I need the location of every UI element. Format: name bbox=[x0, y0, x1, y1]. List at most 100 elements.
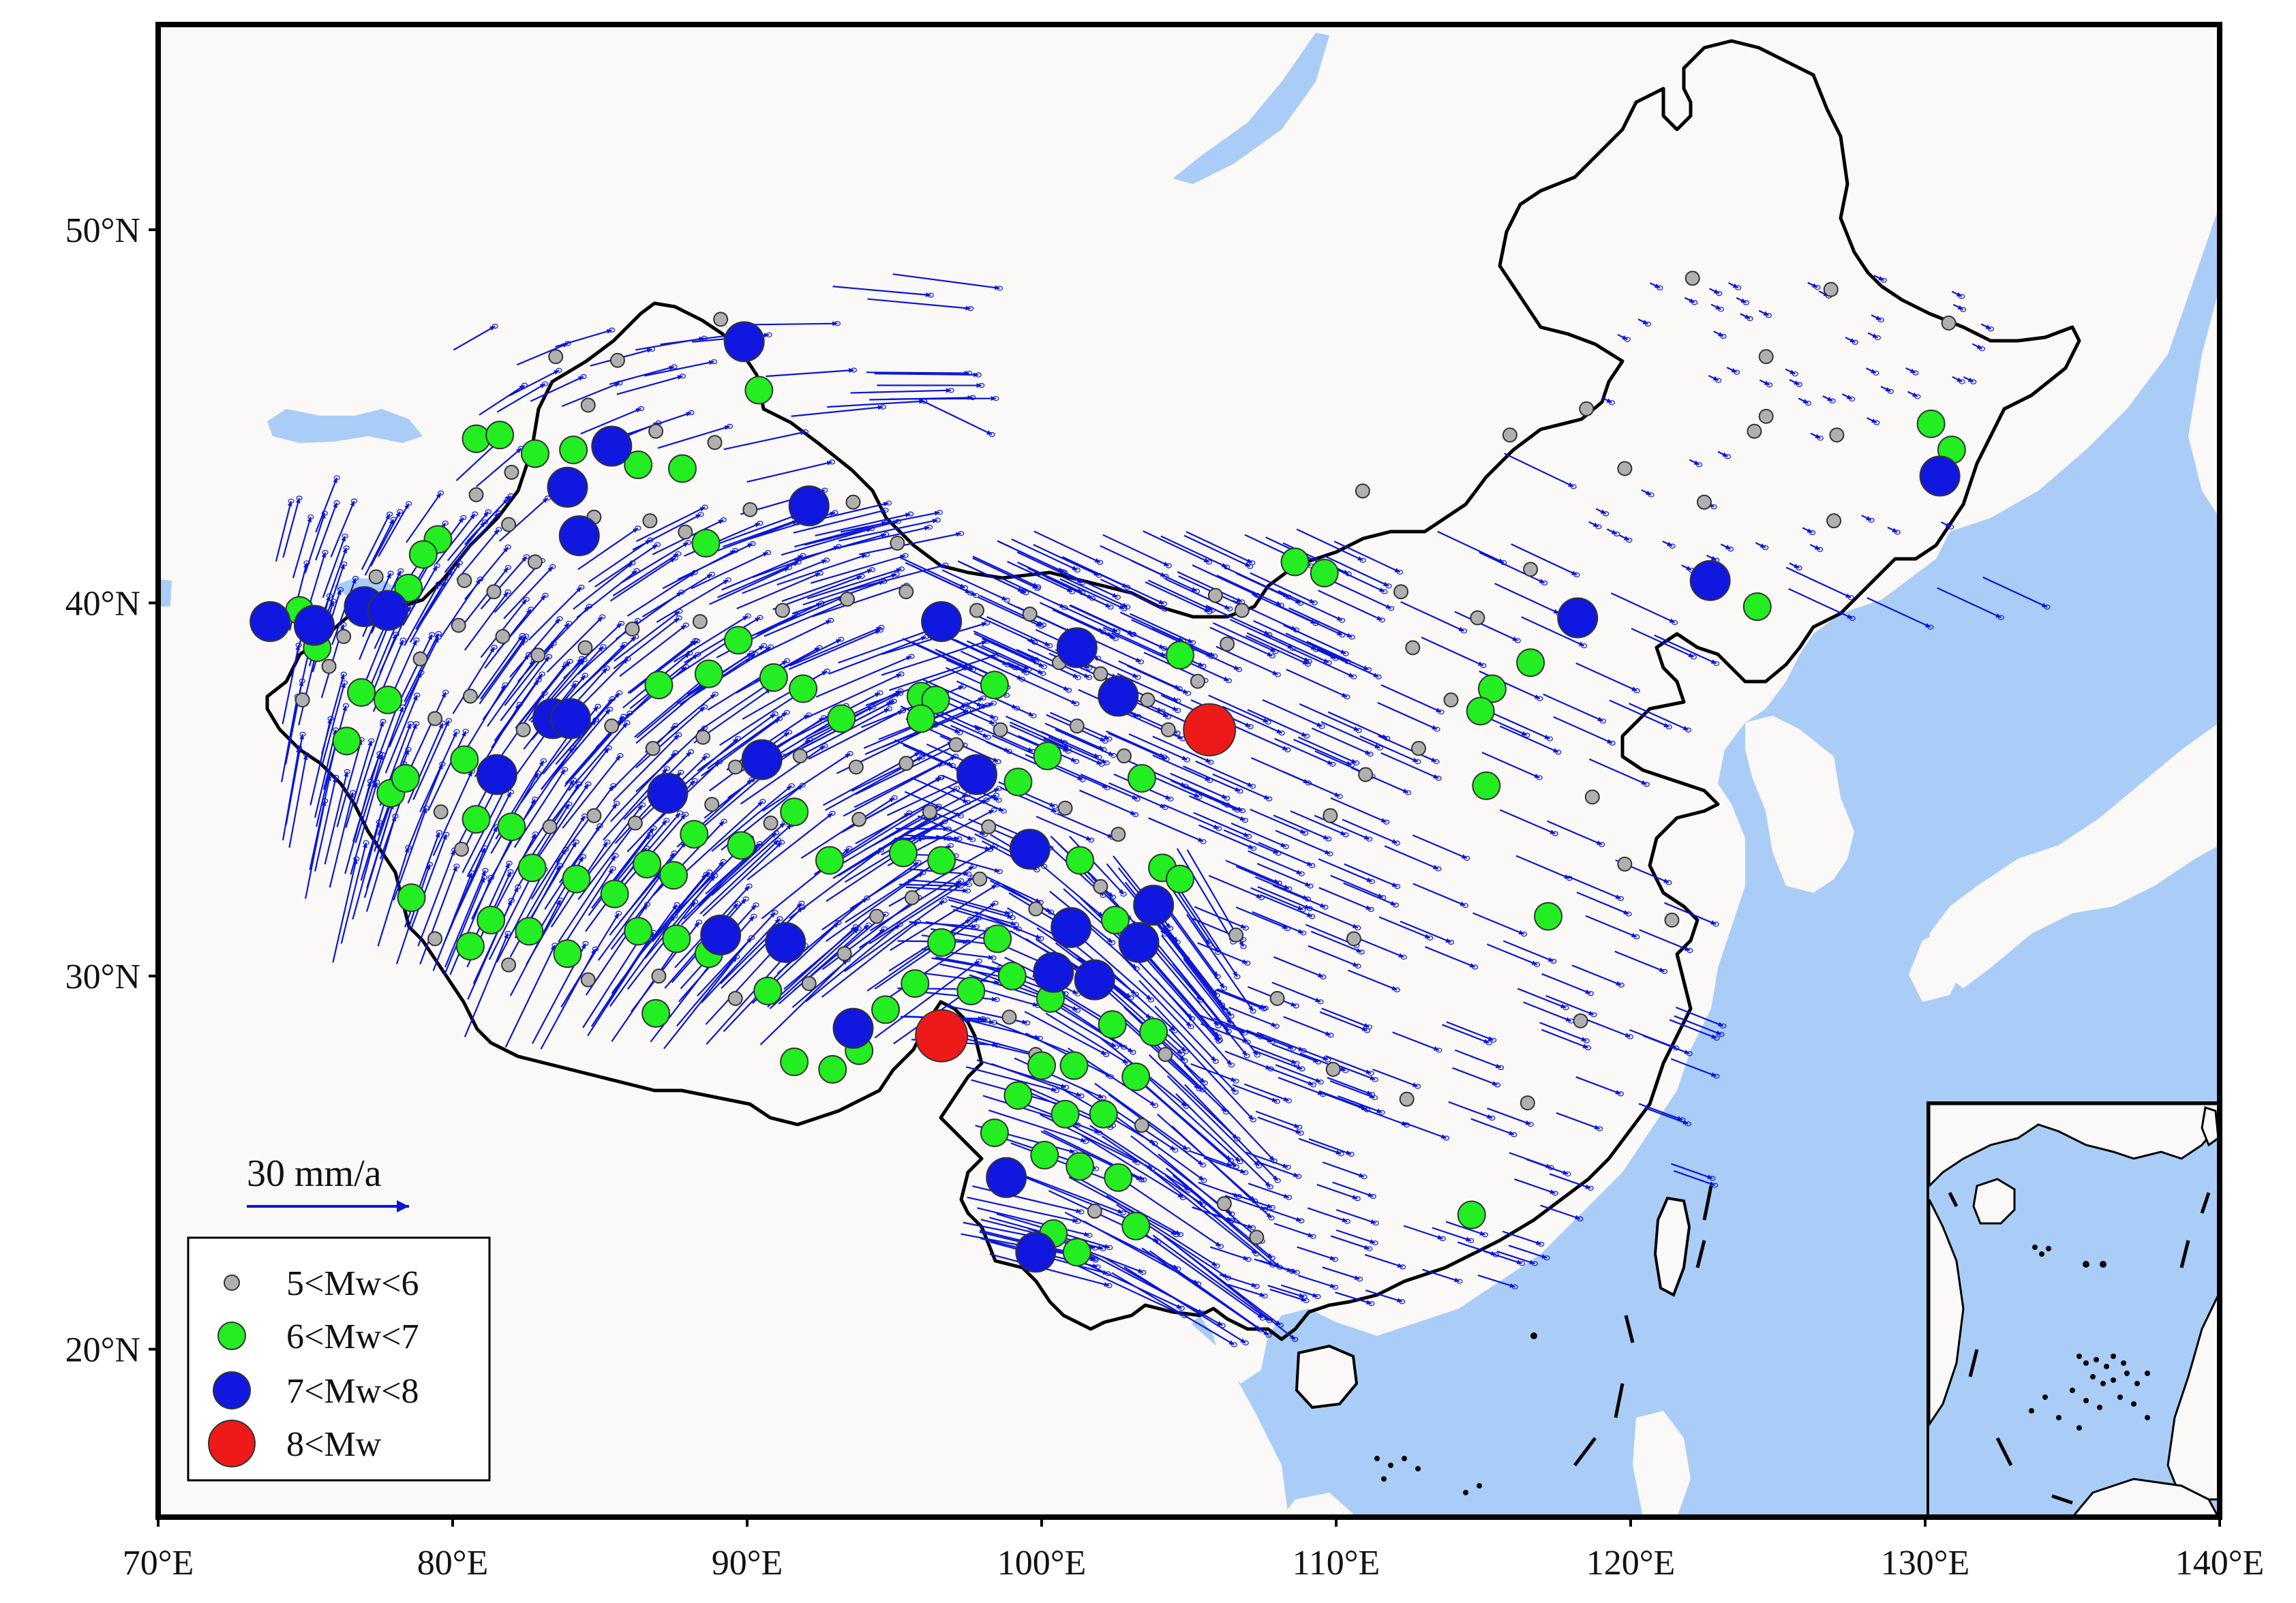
velocity-arrowhead bbox=[1581, 1037, 1587, 1041]
velocity-arrowhead bbox=[342, 547, 348, 553]
error-ellipse bbox=[964, 888, 971, 894]
velocity-arrowhead bbox=[1282, 746, 1288, 750]
velocity-vector bbox=[973, 724, 1033, 752]
velocity-arrowhead bbox=[744, 886, 750, 891]
velocity-arrowhead bbox=[918, 837, 924, 842]
error-ellipse bbox=[637, 406, 644, 412]
velocity-arrowhead bbox=[1317, 1090, 1323, 1095]
velocity-arrowhead bbox=[815, 602, 821, 608]
velocity-vector bbox=[509, 369, 560, 397]
velocity-vector bbox=[699, 839, 779, 915]
velocity-vector bbox=[1278, 1077, 1324, 1095]
velocity-arrowhead bbox=[404, 847, 410, 853]
x-tick-label: 120°E bbox=[1586, 1544, 1676, 1583]
velocity-arrowhead bbox=[1240, 923, 1246, 929]
velocity-arrowhead bbox=[481, 848, 485, 854]
error-ellipse bbox=[960, 684, 967, 689]
velocity-vector bbox=[635, 727, 706, 793]
error-ellipse bbox=[992, 716, 999, 721]
velocity-arrowhead bbox=[1348, 672, 1354, 677]
error-ellipse bbox=[1344, 1219, 1350, 1224]
error-ellipse bbox=[1679, 1117, 1686, 1123]
error-ellipse bbox=[1877, 317, 1884, 323]
velocity-vector bbox=[1293, 738, 1353, 766]
velocity-arrowhead bbox=[699, 707, 705, 712]
velocity-vector bbox=[1048, 606, 1113, 637]
error-ellipse bbox=[891, 795, 898, 801]
velocity-vector bbox=[1016, 561, 1083, 594]
velocity-vector bbox=[843, 762, 943, 817]
velocity-arrowhead bbox=[1248, 1114, 1254, 1120]
velocity-arrowhead bbox=[1547, 957, 1554, 962]
error-ellipse bbox=[663, 817, 670, 823]
velocity-arrowhead bbox=[981, 640, 987, 645]
velocity-arrowhead bbox=[404, 749, 410, 755]
velocity-arrowhead bbox=[967, 835, 973, 840]
velocity-vector bbox=[480, 555, 528, 610]
velocity-arrowhead bbox=[1631, 686, 1637, 691]
velocity-arrowhead bbox=[779, 823, 785, 828]
velocity-arrowhead bbox=[879, 928, 885, 934]
earthquake-marker-mw6-7 bbox=[780, 797, 809, 827]
earthquake-marker-mw6-7 bbox=[980, 1118, 1009, 1148]
velocity-arrowhead bbox=[825, 620, 831, 625]
earthquake-marker-mw6-7 bbox=[408, 540, 438, 569]
earthquake-marker-mw5-6 bbox=[1158, 1047, 1173, 1063]
error-ellipse bbox=[1298, 871, 1305, 876]
velocity-vector bbox=[1157, 943, 1230, 1032]
velocity-arrowhead bbox=[751, 904, 756, 911]
velocity-arrowhead bbox=[492, 826, 498, 832]
velocity-vector bbox=[821, 921, 919, 998]
error-ellipse bbox=[1435, 776, 1442, 781]
velocity-arrowhead bbox=[843, 848, 849, 854]
velocity-vector bbox=[1326, 577, 1392, 609]
velocity-arrowhead bbox=[1684, 946, 1690, 951]
velocity-arrowhead bbox=[494, 513, 500, 519]
velocity-vector bbox=[736, 572, 821, 610]
velocity-arrowhead bbox=[507, 900, 512, 906]
velocity-vector bbox=[1152, 735, 1211, 763]
earthquake-marker-mw5-6 bbox=[468, 487, 484, 502]
earthquake-marker-mw5-6 bbox=[836, 946, 852, 962]
velocity-arrowhead bbox=[1616, 981, 1622, 986]
velocity-arrowhead bbox=[1306, 861, 1312, 866]
velocity-vector bbox=[509, 618, 560, 678]
velocity-arrowhead bbox=[1072, 989, 1078, 994]
velocity-arrowhead bbox=[1290, 626, 1297, 630]
error-ellipse bbox=[1665, 724, 1672, 730]
velocity-vector bbox=[676, 937, 753, 1027]
velocity-vector bbox=[764, 598, 853, 637]
error-ellipse bbox=[1174, 698, 1181, 704]
velocity-arrowhead bbox=[1807, 528, 1813, 533]
error-ellipse bbox=[1200, 663, 1207, 669]
error-ellipse bbox=[1293, 627, 1299, 632]
earthquake-marker-mw5-6 bbox=[1685, 271, 1700, 286]
velocity-arrowhead bbox=[1029, 638, 1035, 643]
velocity-vector bbox=[722, 517, 805, 548]
error-ellipse bbox=[1366, 836, 1373, 842]
velocity-vector bbox=[331, 578, 357, 645]
velocity-arrowhead bbox=[1087, 594, 1093, 598]
velocity-arrowhead bbox=[1361, 1105, 1368, 1111]
inset-indochina bbox=[1928, 1199, 1965, 1428]
velocity-arrowhead bbox=[863, 925, 869, 930]
error-ellipse bbox=[515, 884, 522, 889]
velocity-vector bbox=[1130, 1135, 1233, 1215]
velocity-arrowhead bbox=[814, 647, 820, 652]
velocity-arrowhead bbox=[1341, 692, 1347, 697]
velocity-vector bbox=[1272, 884, 1326, 909]
velocity-arrowhead bbox=[1185, 1021, 1192, 1027]
error-ellipse bbox=[429, 632, 436, 637]
error-ellipse bbox=[975, 372, 982, 378]
velocity-arrowhead bbox=[1135, 657, 1141, 662]
velocity-vector bbox=[1517, 988, 1567, 1009]
velocity-arrowhead bbox=[494, 529, 499, 535]
velocity-arrowhead bbox=[976, 701, 982, 707]
error-ellipse bbox=[1332, 656, 1339, 661]
error-ellipse bbox=[1720, 333, 1727, 339]
velocity-arrowhead bbox=[965, 588, 971, 594]
latitude-axis: 20°N30°N40°N50°N bbox=[65, 211, 158, 1370]
error-ellipse bbox=[1048, 909, 1055, 915]
error-ellipse bbox=[1363, 1107, 1371, 1112]
velocity-vector bbox=[1319, 1090, 1365, 1109]
